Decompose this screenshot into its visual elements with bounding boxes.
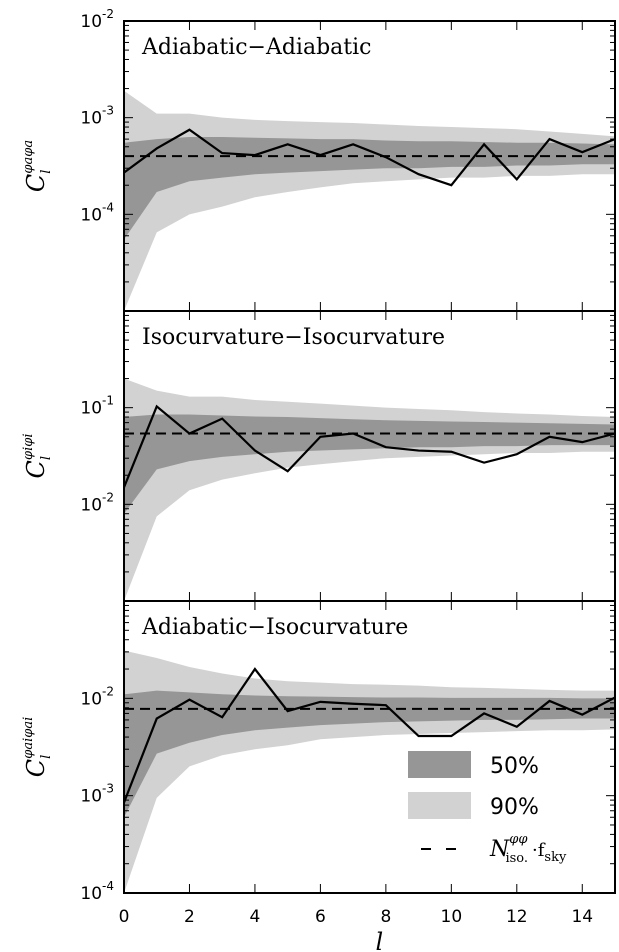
y-tick-label: 10-4 (80, 879, 114, 904)
y-axis-label-base: C (22, 174, 50, 192)
legend-swatch-50 (408, 751, 471, 778)
panel-3: 10-210-310-4Adiabatic−IsocurvatureClφaiφ… (21, 600, 616, 904)
y-tick-label: 10-3 (80, 782, 114, 807)
y-axis-label-superscript: φiφi (21, 433, 36, 460)
y-axis-label-superscript: φaiφai (21, 717, 36, 759)
y-axis-label-subscript: l (39, 170, 54, 174)
y-tick-label-base: 10 (80, 109, 102, 129)
band-90-percent (124, 378, 615, 601)
band-50-percent (124, 690, 615, 818)
y-axis-label-base: C (22, 759, 50, 777)
y-axis-label-text: Clφaφa (21, 140, 54, 192)
y-axis-label-text: Clφiφi (21, 433, 54, 478)
x-tick-label: 0 (119, 907, 130, 927)
band-90-percent (124, 90, 615, 311)
x-tick-label: 2 (184, 907, 195, 927)
data-series-line (124, 667, 615, 803)
y-tick-label-exponent: -4 (102, 879, 114, 893)
y-tick-label: 10-4 (80, 200, 114, 225)
legend-label-90: 90% (490, 795, 539, 820)
panel-title: Isocurvature−Isocurvature (142, 325, 445, 350)
y-axis-label-subscript: l (39, 755, 54, 759)
y-axis-label: Clφaiφai (21, 717, 54, 778)
y-tick-label-exponent: -2 (102, 684, 114, 698)
y-tick-label-exponent: -1 (102, 394, 114, 408)
x-tick-label: 10 (441, 907, 463, 927)
x-axis-label: l (375, 928, 383, 952)
y-tick-label: 10-1 (80, 394, 114, 419)
y-axis-label: Clφaφa (21, 140, 54, 192)
plot-area (124, 378, 615, 601)
data-series-line (124, 128, 615, 187)
panel-title: Adiabatic−Isocurvature (141, 615, 408, 640)
y-tick-label-base: 10 (80, 884, 102, 904)
legend: 50% 90% Nφφ iso. ·fsky (408, 751, 567, 866)
x-tick-label: 12 (506, 907, 528, 927)
plot-area (124, 90, 615, 311)
band-50-percent (124, 414, 615, 514)
y-axis-label-base: C (22, 460, 50, 478)
y-tick-label-base: 10 (80, 205, 102, 225)
y-tick-label-exponent: -3 (102, 782, 114, 796)
y-tick-label-exponent: -3 (102, 104, 114, 118)
legend-noise-subscript: iso. (505, 851, 528, 866)
y-tick-label-exponent: -2 (102, 490, 114, 504)
legend-label-50: 50% (490, 754, 539, 779)
legend-noise-base: N (489, 837, 510, 862)
y-tick-label: 10-3 (80, 104, 114, 129)
y-tick-label-base: 10 (80, 495, 102, 515)
x-tick-label: 14 (571, 907, 593, 927)
x-tick-label: 4 (250, 907, 261, 927)
y-tick-label-base: 10 (80, 399, 102, 419)
legend-swatch-90 (408, 792, 471, 819)
y-axis-label-superscript: φaφa (21, 140, 36, 174)
legend-noise-times: ·f (532, 840, 546, 861)
legend-noise-fsky-subscript: sky (544, 850, 567, 865)
plot-area (124, 650, 615, 893)
y-tick-label-base: 10 (80, 12, 102, 32)
panel-title: Adiabatic−Adiabatic (141, 35, 371, 60)
legend-noise-superscript: φφ (509, 832, 528, 847)
y-tick-label-base: 10 (80, 787, 102, 807)
y-tick-label-exponent: -4 (102, 200, 114, 214)
y-tick-label: 10-2 (80, 7, 114, 32)
y-axis-label: Clφiφi (21, 433, 54, 478)
x-tick-label: 8 (380, 907, 391, 927)
legend-label-noise: Nφφ iso. ·fsky (489, 832, 567, 866)
panel-frame (123, 600, 616, 894)
y-tick-label-base: 10 (80, 689, 102, 709)
y-axis-label-subscript: l (39, 456, 54, 460)
y-axis-label-text: Clφaiφai (21, 717, 54, 778)
x-tick-label: 6 (315, 907, 326, 927)
band-50-percent (124, 137, 615, 240)
y-tick-label: 10-2 (80, 490, 114, 515)
y-tick-label-exponent: -2 (102, 7, 114, 21)
y-tick-label: 10-2 (80, 684, 114, 709)
data-series-line (124, 404, 615, 488)
